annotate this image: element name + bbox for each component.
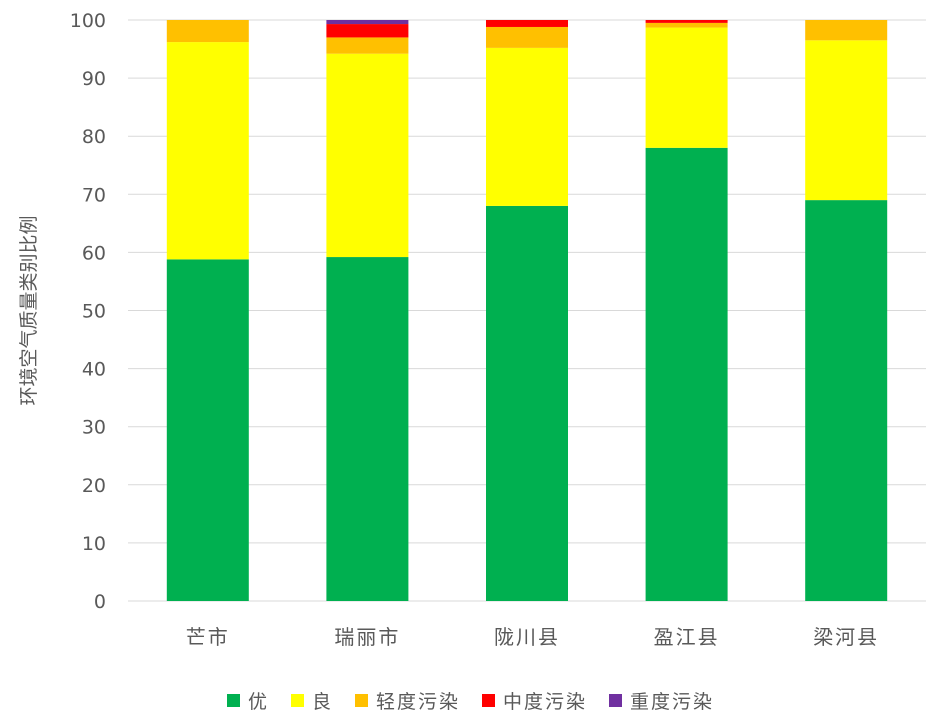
bar-segment — [326, 24, 409, 38]
bar-segment — [486, 20, 568, 27]
legend-label: 重度污染 — [630, 690, 715, 713]
legend-label: 轻度污染 — [375, 690, 460, 713]
legend-item: 重度污染 — [609, 687, 714, 714]
bar-segment — [486, 205, 568, 602]
bar-segment — [805, 20, 888, 41]
bars — [166, 20, 888, 602]
bar-segment — [645, 147, 728, 601]
y-axis-ticks: 0 10 20 30 40 50 60 70 80 90 100 — [70, 10, 106, 613]
bar-segment — [645, 20, 728, 23]
legend: 优 良 轻度污染 中度污染 重度污染 — [0, 683, 941, 717]
y-tick-label: 70 — [82, 184, 106, 206]
legend-label: 优 — [247, 690, 269, 713]
bar-segment — [166, 20, 249, 43]
y-tick-label: 0 — [94, 591, 106, 613]
y-tick-label: 60 — [82, 242, 106, 264]
bar-segment — [486, 47, 568, 206]
x-tick-label: 盈江县 — [654, 625, 720, 649]
bar-segment — [805, 40, 888, 201]
y-tick-label: 100 — [70, 10, 106, 32]
bar-segment — [326, 37, 409, 54]
bar-segment — [486, 26, 568, 48]
bar-segment — [645, 22, 728, 28]
x-tick-label: 芒市 — [186, 625, 230, 649]
bar-segment — [166, 259, 249, 601]
legend-item: 中度污染 — [482, 687, 587, 714]
y-tick-label: 40 — [82, 359, 106, 381]
legend-label: 中度污染 — [503, 690, 588, 713]
bar-segment — [166, 42, 249, 260]
y-tick-label: 90 — [82, 68, 106, 90]
y-tick-label: 50 — [82, 301, 106, 323]
bar-segment — [805, 200, 888, 602]
legend-swatch — [482, 693, 495, 707]
y-tick-label: 30 — [82, 417, 106, 439]
legend-label: 良 — [311, 690, 333, 713]
bar-segment — [326, 257, 409, 601]
legend-item: 轻度污染 — [354, 687, 460, 714]
legend-swatch — [354, 693, 368, 707]
bar-segment — [326, 53, 409, 258]
x-tick-label: 瑞丽市 — [334, 625, 400, 649]
y-axis-label: 环境空气质量类别比例 — [18, 215, 40, 405]
legend-swatch — [226, 693, 240, 707]
x-axis-labels: 芒市 瑞丽市 陇川县 盈江县 梁河县 — [186, 625, 879, 649]
x-tick-label: 梁河县 — [813, 625, 879, 649]
chart: 0 10 20 30 40 50 60 70 80 90 100 芒市 瑞丽市 陇川县 盈江县 梁河县 环境… — [18, 10, 926, 649]
x-tick-label: 陇川县 — [494, 625, 560, 649]
bar-segment — [326, 20, 409, 25]
legend-item: 优 — [226, 687, 269, 714]
y-tick-label: 80 — [82, 126, 106, 148]
y-tick-label: 10 — [82, 533, 106, 555]
legend-swatch — [609, 693, 623, 707]
bar-segment — [645, 27, 728, 148]
legend-swatch — [290, 693, 304, 707]
legend-item: 良 — [290, 687, 333, 714]
y-tick-label: 20 — [82, 475, 106, 497]
